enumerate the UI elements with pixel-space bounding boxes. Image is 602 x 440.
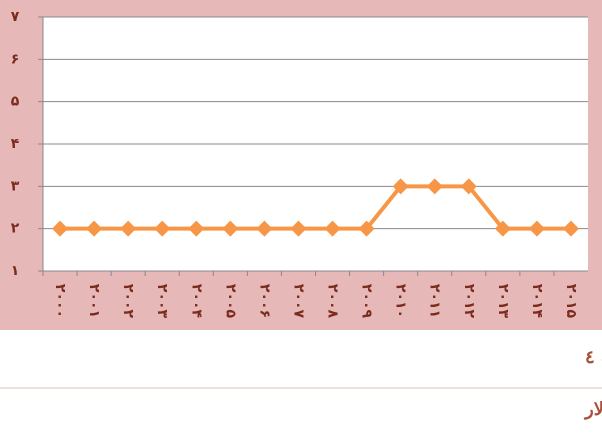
x-tick-label: ۲۰۰۳: [154, 284, 170, 319]
x-tick-label: ۲۰۱۱: [427, 284, 443, 318]
marker: [358, 220, 375, 237]
marker: [528, 220, 545, 237]
marker: [290, 220, 307, 237]
marker: [392, 178, 409, 195]
marker: [426, 178, 443, 195]
marker: [460, 178, 477, 195]
y-tick-label: ۲: [11, 221, 20, 237]
x-tick-label: ۲۰۱۰: [393, 284, 409, 318]
marker: [120, 220, 137, 237]
y-tick-label: ۱: [11, 263, 20, 279]
x-tick-label: ۲۰۰۷: [290, 284, 306, 319]
y-tick-label: ۳: [11, 178, 20, 194]
marker: [222, 220, 239, 237]
caption-box: [0, 330, 602, 440]
y-tick-label: ۴: [11, 136, 20, 152]
x-tick-label: ۲۰۰۴: [188, 284, 204, 319]
y-tick-label: ۵: [11, 94, 20, 110]
marker: [256, 220, 273, 237]
x-tick-label: ۲۰۱۳: [495, 284, 511, 319]
x-tick-label: ۲۰۱۵: [563, 284, 579, 319]
x-tick-label: ۲۰۰۶: [256, 284, 272, 318]
caption-line: گروه ریسک کشور قزاقستان در صندوق: گروه ٤: [585, 346, 602, 368]
marker: [154, 220, 171, 237]
x-tick-label: ۲۰۱۲: [461, 284, 477, 319]
marker: [562, 220, 579, 237]
series-line: [60, 184, 571, 231]
y-tick-label: ۷: [11, 9, 20, 25]
x-tick-label: ۲۰۰۵: [222, 284, 238, 319]
caption-line: مجموع پوشش‌های بیمه‌ای صندوق: ۸ میلیون د…: [583, 399, 602, 420]
marker: [494, 220, 511, 237]
x-tick-label: ۲۰۰۰: [52, 284, 68, 318]
marker: [188, 220, 205, 237]
marker: [52, 220, 69, 237]
y-tick-label: ۶: [11, 51, 20, 67]
x-tick-label: ۲۰۱۴: [529, 284, 545, 319]
x-tick-label: ۲۰۰۱: [86, 284, 102, 318]
x-tick-label: ۲۰۰۲: [120, 284, 136, 319]
marker: [324, 220, 341, 237]
x-tick-label: ۲۰۰۹: [359, 284, 375, 319]
marker: [86, 220, 103, 237]
x-tick-label: ۲۰۰۸: [325, 284, 341, 319]
